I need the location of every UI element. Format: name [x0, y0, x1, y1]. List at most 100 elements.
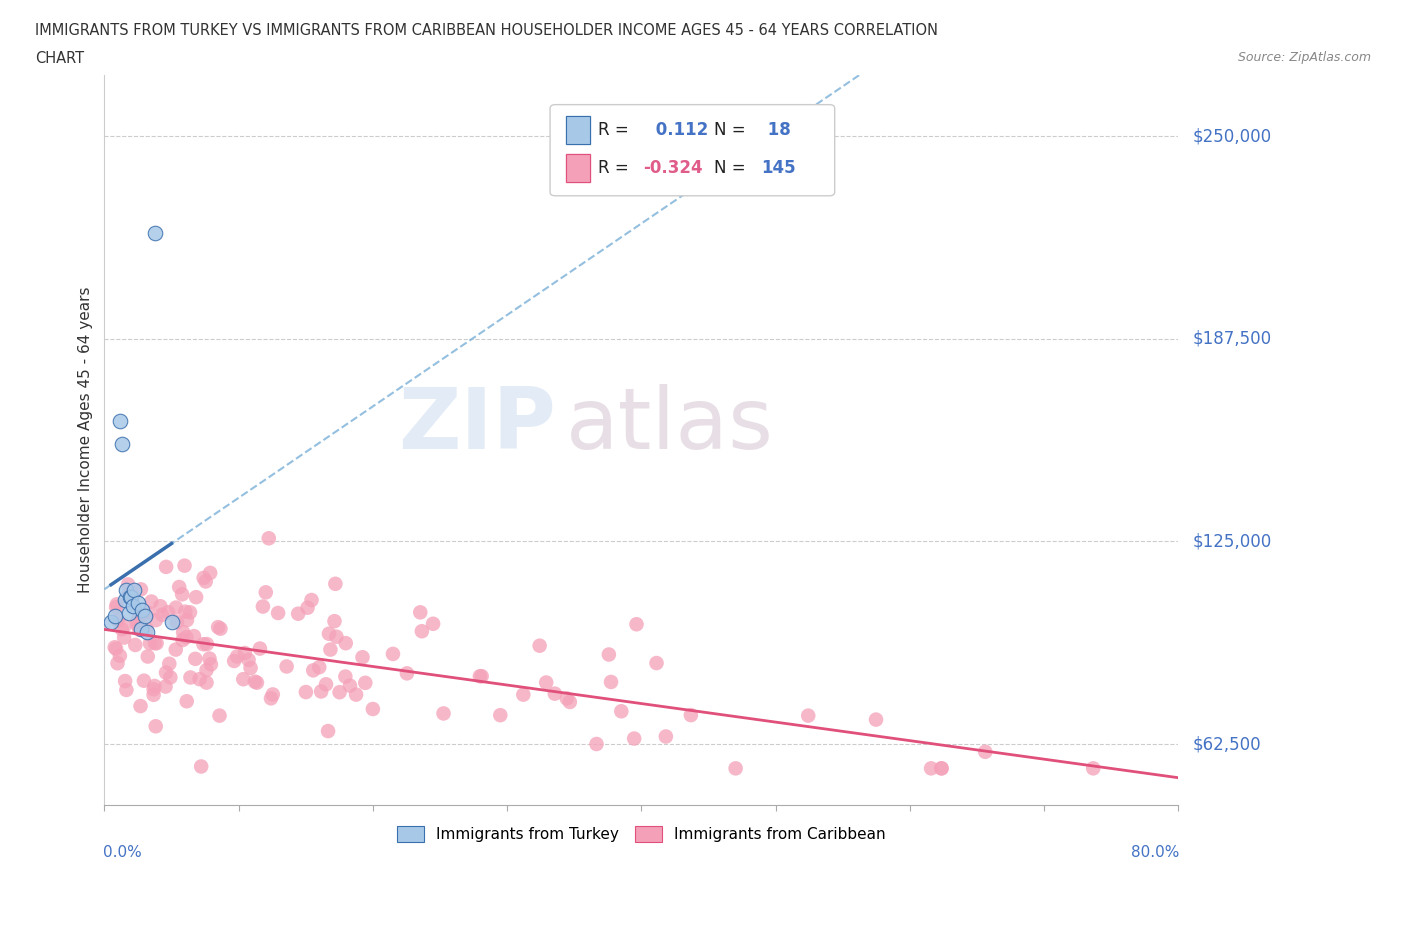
Bar [567, 116, 589, 144]
Point [145, 719, 167, 734]
Point [645, 656, 668, 671]
Point [110, 414, 132, 429]
Text: -0.324: -0.324 [644, 159, 703, 177]
Point [238, 653, 260, 668]
Point [232, 671, 254, 686]
Point [190, 759, 212, 774]
Point [107, 613, 129, 628]
Point [111, 622, 134, 637]
Point [131, 602, 153, 617]
Point [325, 577, 347, 591]
Point [335, 669, 357, 684]
Point [195, 637, 218, 652]
Point [468, 669, 491, 684]
Point [558, 695, 581, 710]
Point [121, 599, 143, 614]
Point [262, 687, 284, 702]
Text: IMMIGRANTS FROM TURKEY VS IMMIGRANTS FROM CARIBBEAN HOUSEHOLDER INCOME AGES 45 -: IMMIGRANTS FROM TURKEY VS IMMIGRANTS FRO… [35, 23, 938, 38]
Point [865, 712, 887, 727]
Point [136, 605, 159, 620]
Text: 0.0%: 0.0% [103, 845, 142, 860]
Point [139, 636, 162, 651]
Point [184, 651, 207, 666]
Point [104, 608, 127, 623]
Bar [567, 154, 589, 182]
Point [157, 657, 180, 671]
Point [295, 684, 318, 699]
Point [529, 638, 551, 653]
Point [411, 624, 433, 639]
Text: $187,500: $187,500 [1192, 330, 1271, 348]
Point [179, 604, 201, 619]
Point [174, 604, 197, 619]
Point [167, 579, 190, 594]
Point [318, 626, 340, 641]
Point [233, 645, 256, 660]
Point [125, 617, 148, 631]
Point [155, 560, 177, 575]
Point [598, 647, 620, 662]
Point [166, 615, 188, 630]
Point [128, 622, 150, 637]
Point [134, 608, 156, 623]
Text: N =: N = [714, 159, 751, 177]
Point [107, 656, 129, 671]
Point [184, 590, 207, 604]
Point [114, 618, 136, 633]
Point [157, 604, 180, 619]
Text: 145: 145 [762, 159, 796, 177]
Point [302, 663, 325, 678]
Point [172, 625, 194, 640]
Point [309, 684, 332, 699]
Point [172, 587, 194, 602]
Point [381, 646, 404, 661]
Point [145, 226, 167, 241]
Point [127, 613, 149, 628]
Point [124, 638, 146, 653]
Point [329, 684, 352, 699]
Point [361, 701, 384, 716]
Point [114, 592, 136, 607]
Point [105, 600, 128, 615]
Point [159, 670, 181, 684]
Point [316, 724, 339, 738]
Point [100, 615, 122, 630]
Text: 18: 18 [762, 121, 790, 140]
Point [267, 605, 290, 620]
Point [626, 617, 648, 631]
Text: ZIP: ZIP [398, 384, 555, 467]
Point [118, 589, 141, 604]
Point [142, 682, 165, 697]
Point [128, 619, 150, 634]
Point [105, 642, 128, 657]
Point [129, 621, 152, 636]
Point [193, 637, 215, 652]
Point [111, 437, 134, 452]
Point [150, 607, 173, 622]
Point [260, 691, 283, 706]
Point [172, 632, 194, 647]
Text: R =: R = [599, 159, 634, 177]
Text: $250,000: $250,000 [1192, 127, 1271, 145]
Point [129, 582, 152, 597]
Point [319, 642, 342, 657]
Point [489, 708, 512, 723]
Point [252, 599, 274, 614]
Point [471, 669, 494, 684]
Point [136, 625, 159, 640]
Point [155, 679, 177, 694]
Point [929, 761, 952, 776]
Point [118, 587, 141, 602]
Point [131, 608, 153, 623]
Text: 0.112: 0.112 [650, 121, 709, 140]
Y-axis label: Householder Income Ages 45 - 64 years: Householder Income Ages 45 - 64 years [79, 286, 93, 593]
Point [132, 673, 155, 688]
Point [143, 679, 166, 694]
Point [555, 691, 578, 706]
Point [105, 597, 128, 612]
Point [104, 640, 127, 655]
Point [315, 677, 337, 692]
Point [200, 657, 222, 671]
Point [301, 592, 323, 607]
Point [655, 729, 678, 744]
